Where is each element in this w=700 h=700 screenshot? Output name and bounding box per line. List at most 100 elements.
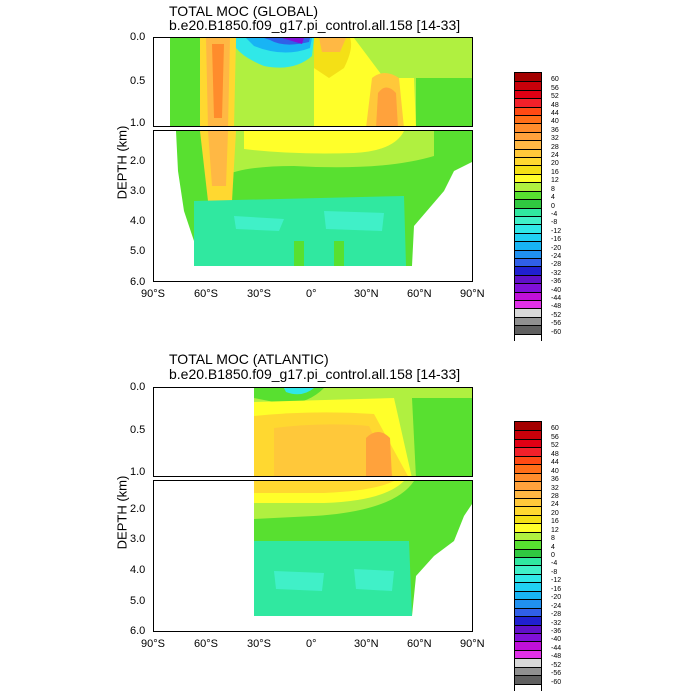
colorbar-label: 20 [551,160,559,168]
colorbar-label: -44 [551,294,562,302]
y-tick-1.0-global: 1.0 [130,117,146,129]
colorbar-label: 44 [551,459,559,467]
colorbar-swatch [515,565,541,574]
colorbar-swatch [515,624,541,633]
contour-atlantic-lower [154,481,472,631]
colorbar-swatch [515,199,541,208]
plot-atlantic-lower [153,480,473,632]
colorbar-swatch [515,283,541,292]
y-tick-3.0-atlantic: 3.0 [130,533,146,545]
colorbar-swatch [515,173,541,183]
colorbar-label: -24 [551,602,562,610]
x-tick-90N-global: 90°N [460,288,485,300]
colorbar-swatch [515,464,541,473]
colorbar-swatch [515,590,541,600]
colorbar-swatch [515,531,541,541]
colorbar-swatch [515,274,541,284]
colorbar-label: 44 [551,110,559,118]
colorbar-swatch [515,157,541,166]
x-tick-60S-atlantic: 60°S [194,638,218,650]
colorbar-swatch [515,514,541,524]
colorbar-swatch [515,131,541,141]
x-tick-30S-atlantic: 30°S [247,638,271,650]
colorbar-label: 40 [551,467,559,475]
colorbar-swatch [515,291,541,300]
colorbar-swatch [515,616,541,625]
colorbar-swatch [515,325,541,334]
colorbar-label: -8 [551,219,558,227]
colorbar-swatch [515,607,541,617]
colorbar-label: -32 [551,269,562,277]
colorbar-swatch [515,683,541,692]
x-tick-0-global: 0° [306,288,317,300]
y-tick-2.0-global: 2.0 [130,155,146,167]
colorbar-label: -4 [551,210,558,218]
colorbar-swatch [515,430,541,439]
colorbar-label: 8 [551,535,555,543]
colorbar-swatch [515,557,541,566]
colorbar-label: 60 [551,425,559,433]
colorbar-global [514,72,542,342]
colorbar-swatch [515,447,541,456]
colorbar-swatch [515,123,541,132]
colorbar-swatch [515,98,541,107]
colorbar-label: -12 [551,577,562,585]
y-tick-2.0-atlantic: 2.0 [130,503,146,515]
x-tick-30N-atlantic: 30°N [354,638,379,650]
colorbar-swatch [515,481,541,490]
colorbar-label: -32 [551,619,562,627]
colorbar-label: 16 [551,518,559,526]
colorbar-label: -36 [551,627,562,635]
colorbar-swatch [515,658,541,667]
x-tick-60N-global: 60°N [407,288,432,300]
colorbar-label: -24 [551,252,562,260]
colorbar-label: 8 [551,185,555,193]
colorbar-label: -56 [551,670,562,678]
colorbar-swatch [515,641,541,650]
colorbar-label: 36 [551,476,559,484]
colorbar-label: -60 [551,328,562,336]
x-tick-30N-global: 30°N [354,288,379,300]
colorbar-swatch [515,599,541,608]
colorbar-label: 36 [551,126,559,134]
colorbar-swatch [515,140,541,149]
colorbar-label: -52 [551,661,562,669]
colorbar-label: 0 [551,202,555,210]
x-tick-90S-global: 90°S [141,288,165,300]
colorbar-label: 52 [551,93,559,101]
colorbar-swatch [515,148,541,158]
colorbar-swatch [515,666,541,676]
colorbar-label: 0 [551,552,555,559]
colorbar-swatch [515,81,541,90]
colorbar-swatch [515,438,541,448]
colorbar-label: -48 [551,303,562,311]
colorbar-label: -28 [551,611,562,619]
chart-subtitle-atlantic: b.e20.B1850.f09_g17.pi_control.all.158 [… [169,366,461,382]
colorbar-swatch [515,316,541,326]
colorbar-swatch [515,497,541,507]
colorbar-label: 40 [551,118,559,126]
colorbar-swatch [515,182,541,191]
colorbar-label: 60 [551,76,559,84]
colorbar-label: 24 [551,152,559,160]
y-label-atlantic: DEPTH (km) [114,475,130,550]
y-tick-6.0-atlantic: 6.0 [130,625,146,637]
colorbar-label: -4 [551,560,558,568]
colorbar-swatch [515,165,541,174]
contour-global-lower [154,131,472,281]
colorbar-swatch [515,675,541,684]
colorbar-label: -60 [551,678,562,686]
y-tick-3.0-global: 3.0 [130,185,146,197]
colorbar-label: -40 [551,286,562,294]
colorbar-swatch [515,455,541,465]
colorbar-label: 12 [551,526,559,534]
plot-global-upper [153,37,473,127]
chart-subtitle-global: b.e20.B1850.f09_g17.pi_control.all.158 [… [169,17,461,33]
colorbar-swatch [515,257,541,267]
contour-global-upper [154,38,472,126]
x-tick-60N-atlantic: 60°N [407,638,432,650]
y-tick-5.0-global: 5.0 [130,245,146,257]
colorbar-label: 32 [551,135,559,143]
colorbar-label: -16 [551,585,562,593]
colorbar-label: -56 [551,320,562,328]
